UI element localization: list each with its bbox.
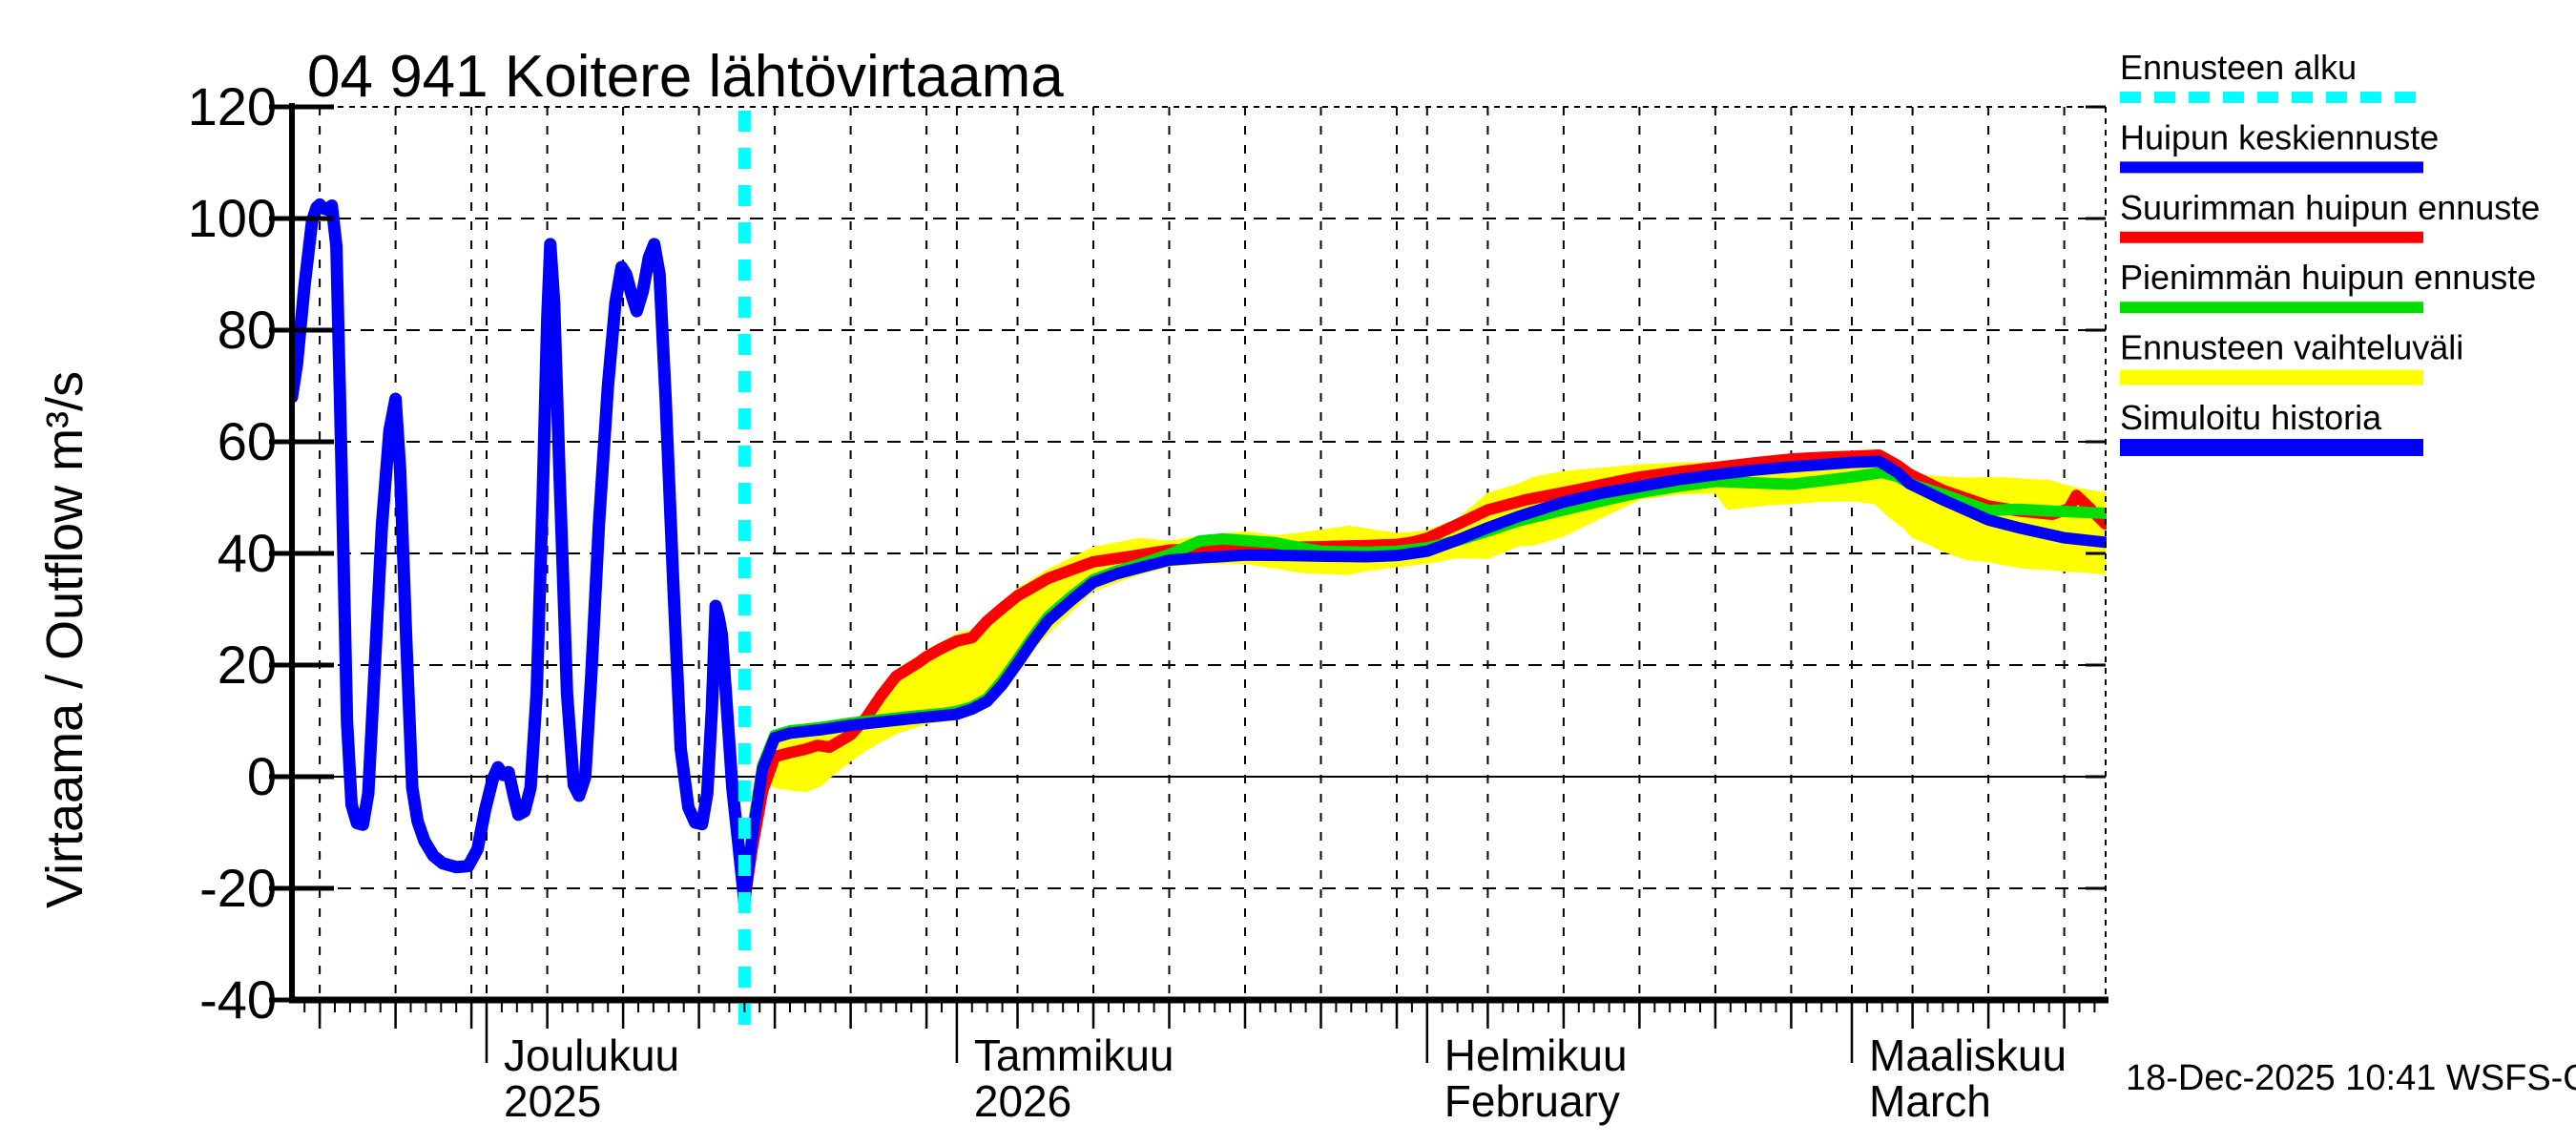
y-tick-label: 120 xyxy=(188,76,277,136)
legend-label-forecast-range: Ennusteen vaihteluväli xyxy=(2120,328,2463,367)
y-tick-label: 40 xyxy=(218,523,277,583)
x-axis-month-labels: Joulukuu 2025 Tammikuu 2026 Helmikuu Feb… xyxy=(504,1030,2067,1126)
legend-swatches xyxy=(2120,92,2423,456)
month-label-helmikuu: Helmikuu xyxy=(1444,1030,1628,1080)
y-tick-labels: 120 100 80 60 40 20 0 -20 -40 xyxy=(188,76,277,1030)
legend: Ennusteen alku Huipun keskiennuste Suuri… xyxy=(2120,48,2540,456)
month-label-maaliskuu: Maaliskuu xyxy=(1869,1030,2067,1080)
y-tick-label: 20 xyxy=(218,635,277,695)
month-sublabel-february: February xyxy=(1444,1076,1620,1126)
month-sublabel-2026: 2026 xyxy=(974,1076,1071,1126)
tick-layer xyxy=(269,104,2106,1063)
y-tick-label: 80 xyxy=(218,300,277,360)
data-series-layer xyxy=(292,198,2107,909)
y-tick-label: 60 xyxy=(218,411,277,471)
y-tick-label: -20 xyxy=(199,858,277,918)
legend-label-forecast-start: Ennusteen alku xyxy=(2120,48,2357,87)
legend-label-mean-peak: Huipun keskiennuste xyxy=(2120,117,2439,156)
month-label-tammikuu: Tammikuu xyxy=(974,1030,1174,1080)
legend-label-min-peak: Pienimmän huipun ennuste xyxy=(2120,258,2536,297)
y-tick-label: 0 xyxy=(247,746,277,806)
month-sublabel-march: March xyxy=(1869,1076,1991,1126)
forecast-range-band xyxy=(761,452,2107,793)
series-simuloitu-historia xyxy=(292,198,751,909)
y-axis-label: Virtaama / Outflow m³/s xyxy=(36,371,93,908)
legend-label-simulated-history: Simuloitu historia xyxy=(2120,398,2382,437)
series-huipun-keskiennuste xyxy=(738,455,2107,908)
timestamp: 18-Dec-2025 10:41 WSFS-O xyxy=(2126,1058,2576,1098)
month-label-joulukuu: Joulukuu xyxy=(504,1030,679,1080)
month-sublabel-2025: 2025 xyxy=(504,1076,601,1126)
y-tick-label: -40 xyxy=(199,969,277,1030)
legend-label-max-peak: Suurimman huipun ennuste xyxy=(2120,188,2540,227)
y-tick-label: 100 xyxy=(188,188,277,248)
chart-title: 04 941 Koitere lähtövirtaama xyxy=(307,44,1064,110)
